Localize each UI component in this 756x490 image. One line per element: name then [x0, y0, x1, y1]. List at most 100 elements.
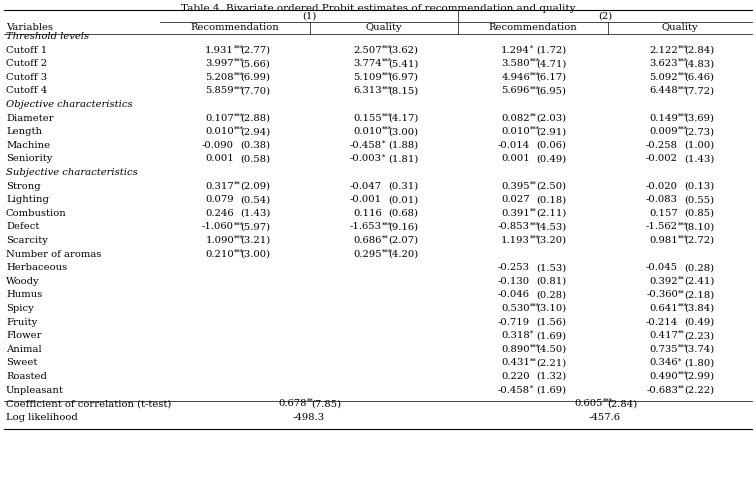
- Text: Recommendation: Recommendation: [191, 24, 280, 32]
- Text: Spicy: Spicy: [6, 304, 34, 313]
- Text: ***: ***: [382, 72, 392, 79]
- Text: ***: ***: [382, 221, 392, 229]
- Text: (3.00): (3.00): [240, 249, 270, 259]
- Text: (2.91): (2.91): [536, 127, 566, 136]
- Text: (1.88): (1.88): [388, 141, 418, 150]
- Text: Seniority: Seniority: [6, 154, 52, 163]
- Text: (2.23): (2.23): [684, 331, 714, 340]
- Text: 0.079: 0.079: [206, 195, 234, 204]
- Text: Flower: Flower: [6, 331, 42, 340]
- Text: (0.55): (0.55): [684, 195, 714, 204]
- Text: 5.696: 5.696: [502, 86, 530, 96]
- Text: -0.090: -0.090: [202, 141, 234, 150]
- Text: 0.678: 0.678: [278, 399, 307, 408]
- Text: Objective characteristics: Objective characteristics: [6, 100, 132, 109]
- Text: 0.010: 0.010: [205, 127, 234, 136]
- Text: **: **: [530, 208, 537, 216]
- Text: (2.21): (2.21): [536, 358, 566, 368]
- Text: (1): (1): [302, 11, 316, 21]
- Text: (0.38): (0.38): [240, 141, 270, 150]
- Text: ***: ***: [530, 126, 540, 134]
- Text: -0.020: -0.020: [646, 182, 678, 191]
- Text: 0.155: 0.155: [353, 114, 382, 122]
- Text: -498.3: -498.3: [293, 413, 325, 422]
- Text: Strong: Strong: [6, 182, 41, 191]
- Text: **: **: [678, 330, 685, 338]
- Text: Number of aromas: Number of aromas: [6, 249, 101, 259]
- Text: Threshold levels: Threshold levels: [6, 32, 89, 41]
- Text: ***: ***: [678, 112, 688, 121]
- Text: (1.56): (1.56): [536, 318, 566, 327]
- Text: (4.71): (4.71): [536, 59, 566, 68]
- Text: 3.774: 3.774: [353, 59, 382, 68]
- Text: (6.95): (6.95): [536, 86, 566, 96]
- Text: -0.046: -0.046: [498, 291, 530, 299]
- Text: (2.03): (2.03): [536, 114, 566, 122]
- Text: 0.295: 0.295: [353, 249, 382, 259]
- Text: 0.210: 0.210: [205, 249, 234, 259]
- Text: (2.07): (2.07): [388, 236, 418, 245]
- Text: **: **: [530, 180, 537, 188]
- Text: Machine: Machine: [6, 141, 50, 150]
- Text: Herbaceous: Herbaceous: [6, 263, 67, 272]
- Text: 0.981: 0.981: [649, 236, 678, 245]
- Text: (6.46): (6.46): [684, 73, 714, 82]
- Text: **: **: [678, 289, 685, 297]
- Text: Length: Length: [6, 127, 42, 136]
- Text: (7.70): (7.70): [240, 86, 270, 96]
- Text: -1.060: -1.060: [202, 222, 234, 231]
- Text: (2.73): (2.73): [684, 127, 714, 136]
- Text: 0.001: 0.001: [205, 154, 234, 163]
- Text: 0.082: 0.082: [501, 114, 530, 122]
- Text: Cutoff 2: Cutoff 2: [6, 59, 47, 68]
- Text: (2.72): (2.72): [684, 236, 714, 245]
- Text: ***: ***: [678, 58, 688, 66]
- Text: -0.458: -0.458: [498, 386, 530, 394]
- Text: (0.81): (0.81): [536, 277, 566, 286]
- Text: 0.107: 0.107: [205, 114, 234, 122]
- Text: -0.214: -0.214: [646, 318, 678, 327]
- Text: (0.31): (0.31): [388, 182, 418, 191]
- Text: 0.317: 0.317: [205, 182, 234, 191]
- Text: 0.417: 0.417: [649, 331, 678, 340]
- Text: 0.116: 0.116: [353, 209, 382, 218]
- Text: -1.653: -1.653: [350, 222, 382, 231]
- Text: (3.62): (3.62): [388, 46, 418, 54]
- Text: (0.28): (0.28): [536, 291, 566, 299]
- Text: (3.74): (3.74): [684, 345, 714, 354]
- Text: Subjective characteristics: Subjective characteristics: [6, 168, 138, 177]
- Text: (4.17): (4.17): [388, 114, 418, 122]
- Text: 0.220: 0.220: [501, 372, 530, 381]
- Text: ***: ***: [234, 112, 244, 121]
- Text: Combustion: Combustion: [6, 209, 67, 218]
- Text: (3.21): (3.21): [240, 236, 270, 245]
- Text: (4.20): (4.20): [388, 249, 418, 259]
- Text: (0.49): (0.49): [536, 154, 566, 163]
- Text: 0.010: 0.010: [353, 127, 382, 136]
- Text: -0.458: -0.458: [350, 141, 382, 150]
- Text: (3.20): (3.20): [536, 236, 566, 245]
- Text: Diameter: Diameter: [6, 114, 54, 122]
- Text: (0.49): (0.49): [684, 318, 714, 327]
- Text: Fruity: Fruity: [6, 318, 37, 327]
- Text: 0.686: 0.686: [354, 236, 382, 245]
- Text: -457.6: -457.6: [589, 413, 621, 422]
- Text: -0.002: -0.002: [646, 154, 678, 163]
- Text: 4.946: 4.946: [501, 73, 530, 82]
- Text: 0.605: 0.605: [575, 399, 603, 408]
- Text: 1.193: 1.193: [501, 236, 530, 245]
- Text: ***: ***: [603, 398, 613, 406]
- Text: (1.43): (1.43): [684, 154, 714, 163]
- Text: Defect: Defect: [6, 222, 39, 231]
- Text: *: *: [530, 45, 534, 52]
- Text: ***: ***: [530, 72, 540, 79]
- Text: (6.17): (6.17): [536, 73, 566, 82]
- Text: (0.68): (0.68): [388, 209, 418, 218]
- Text: 0.157: 0.157: [649, 209, 678, 218]
- Text: (2.84): (2.84): [684, 46, 714, 54]
- Text: ***: ***: [382, 126, 392, 134]
- Text: 6.448: 6.448: [649, 86, 678, 96]
- Text: (3.84): (3.84): [684, 304, 714, 313]
- Text: (0.58): (0.58): [240, 154, 270, 163]
- Text: Humus: Humus: [6, 291, 42, 299]
